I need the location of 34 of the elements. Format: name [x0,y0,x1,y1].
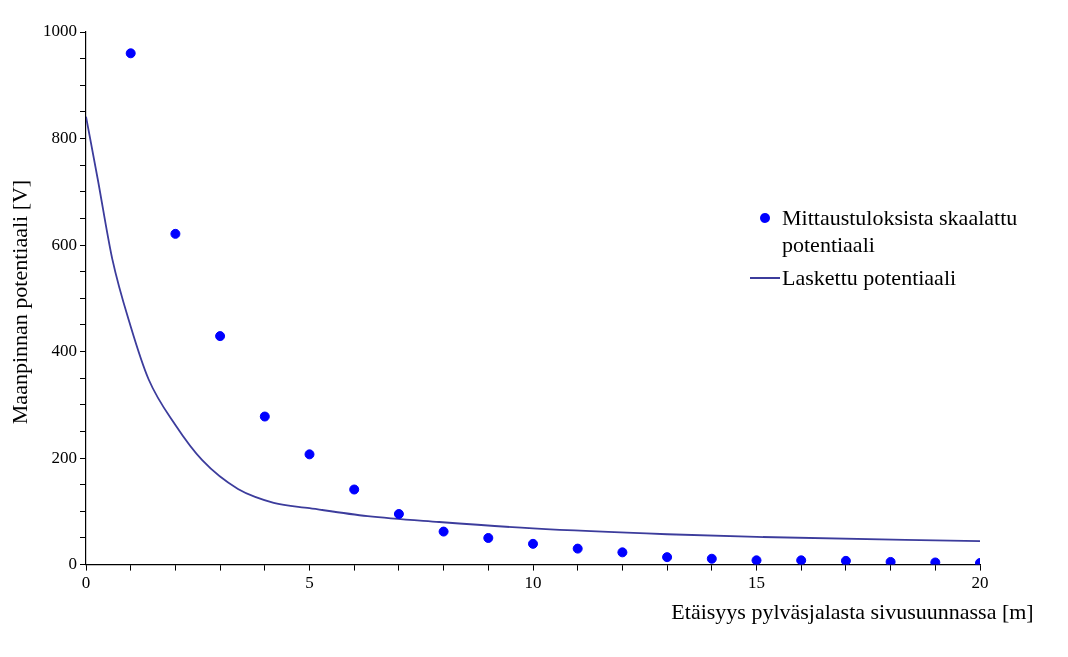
x-tick-label: 5 [305,573,314,593]
y-tick-label: 800 [51,127,77,147]
point [483,532,494,543]
x-axis-title: Etäisyys pylväsjalasta sivusuunnassa [m] [670,598,1035,626]
point [259,411,270,422]
legend-label: Laskettu potentiaali [782,264,957,291]
point [751,555,762,565]
point [706,553,717,564]
point [304,449,315,460]
y-tick-label: 200 [51,447,77,467]
point [125,48,136,59]
y-tick-label: 400 [51,341,77,361]
point [215,331,226,342]
point [796,555,807,565]
point [617,547,628,558]
y-axis-title: Maanpinnan potentiaali [V] [7,179,33,425]
point [662,552,673,563]
point [393,509,404,519]
point [438,526,449,537]
x-tick-label: 0 [81,573,91,593]
point [528,538,538,549]
point [840,555,851,565]
y-tick-label: 1000 [43,21,77,41]
point [572,543,583,554]
y-tick-label: 0 [68,554,77,574]
x-tick-label: 15 [748,573,765,593]
point [885,556,896,565]
point [170,228,181,239]
x-tick-label: 10 [524,573,542,593]
y-tick-label: 600 [51,234,77,254]
point [930,557,941,565]
x-tick-label: 20 [971,573,989,593]
legend-label: Mittaustuloksista skaalattu potentiaali [782,204,1019,258]
point [349,484,360,495]
